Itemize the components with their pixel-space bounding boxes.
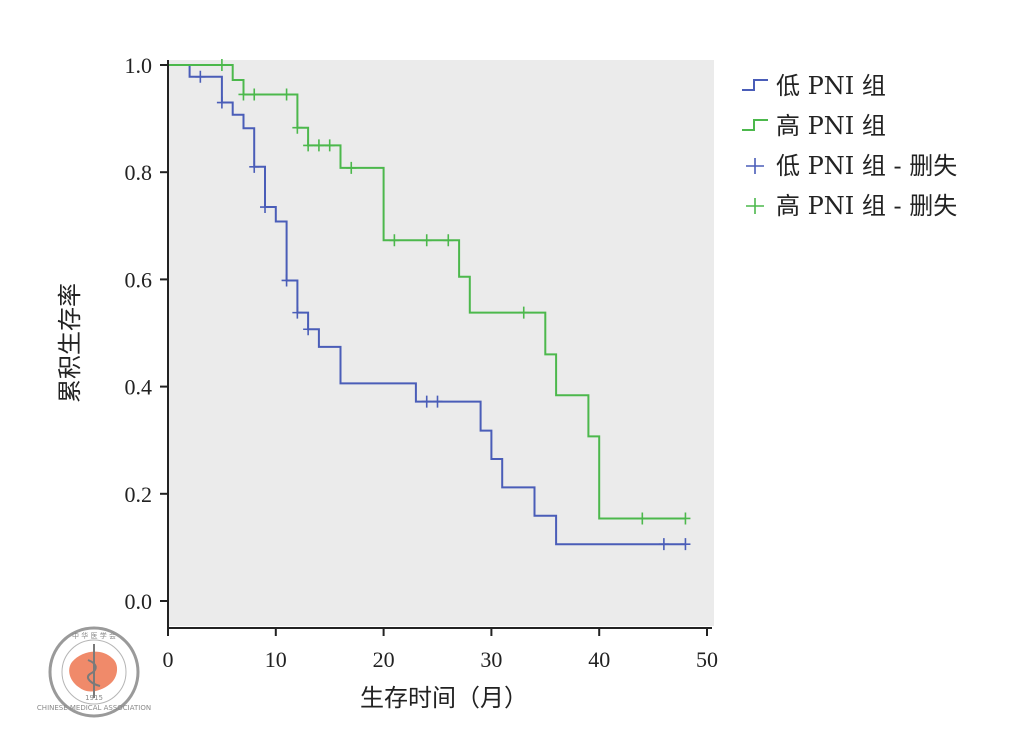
logo-bottom-text: CHINESE MEDICAL ASSOCIATION	[37, 704, 151, 712]
censor-mark-1	[303, 323, 314, 336]
legend-censor-swatch	[746, 198, 764, 214]
y-tick-label: 0.8	[125, 160, 153, 185]
y-tick-label: 0.0	[125, 589, 153, 614]
legend-line-swatch	[742, 119, 768, 131]
legend-censor-swatch	[746, 158, 764, 174]
censor-mark-1	[680, 538, 691, 551]
y-axis-label: 累积生存率	[56, 283, 84, 403]
censor-mark-1	[292, 306, 303, 319]
censor-mark-1	[658, 538, 669, 551]
censor-mark-2	[292, 121, 303, 134]
logo-year: 1915	[85, 694, 103, 702]
censor-mark-2	[680, 512, 691, 525]
censor-mark-2	[346, 161, 357, 174]
x-tick-label: 20	[373, 647, 395, 672]
y-tick-label: 0.2	[125, 482, 153, 507]
legend-label: 低 PNI 组 - 删失	[776, 152, 957, 180]
x-tick-label: 50	[696, 647, 718, 672]
censor-mark-2	[249, 88, 260, 101]
censor-mark-2	[324, 139, 335, 152]
x-tick-label: 40	[588, 647, 610, 672]
legend-line-swatch	[742, 79, 768, 91]
x-tick-label: 30	[480, 647, 502, 672]
censor-mark-1	[421, 395, 432, 408]
censor-mark-2	[281, 88, 292, 101]
censor-mark-2	[518, 306, 529, 319]
censor-mark-2	[303, 139, 314, 152]
censor-mark-2	[238, 88, 249, 101]
censor-mark-1	[216, 96, 227, 109]
censor-mark-2	[421, 234, 432, 247]
y-tick-label: 1.0	[125, 53, 153, 78]
x-ticks: 0 10 20 30 40 50	[163, 628, 718, 672]
logo-inner-ring	[61, 639, 127, 705]
censor-mark-2	[313, 139, 324, 152]
logo-staff-icon	[86, 644, 101, 698]
censor-mark-2	[216, 59, 227, 71]
x-tick-label: 10	[265, 647, 287, 672]
legend-label: 低 PNI 组	[776, 72, 886, 100]
plot-background	[168, 60, 714, 626]
y-ticks: 0.0 0.2 0.4 0.6 0.8 1.0	[125, 53, 168, 614]
censor-mark-2	[389, 234, 400, 247]
censor-mark-1	[281, 274, 292, 287]
y-tick-label: 0.4	[125, 375, 153, 400]
series-layer	[168, 59, 691, 551]
series-line-1	[168, 64, 686, 546]
censor-mark-2	[443, 234, 454, 247]
legend: 低 PNI 组高 PNI 组低 PNI 组 - 删失高 PNI 组 - 删失	[742, 72, 957, 220]
censor-mark-1	[260, 201, 271, 214]
legend-label: 高 PNI 组	[776, 112, 886, 140]
censor-mark-1	[432, 395, 443, 408]
x-axis-label: 生存时间（月）	[360, 684, 528, 712]
censor-mark-2	[637, 512, 648, 525]
censor-mark-1	[249, 160, 260, 173]
association-logo: 中 华 医 学 会 CHINESE MEDICAL ASSOCIATION 19…	[37, 626, 151, 718]
legend-label: 高 PNI 组 - 删失	[776, 192, 957, 220]
x-tick-label: 0	[163, 647, 174, 672]
censor-mark-1	[195, 70, 206, 83]
y-tick-label: 0.6	[125, 267, 153, 292]
logo-top-text: 中 华 医 学 会	[72, 631, 116, 640]
